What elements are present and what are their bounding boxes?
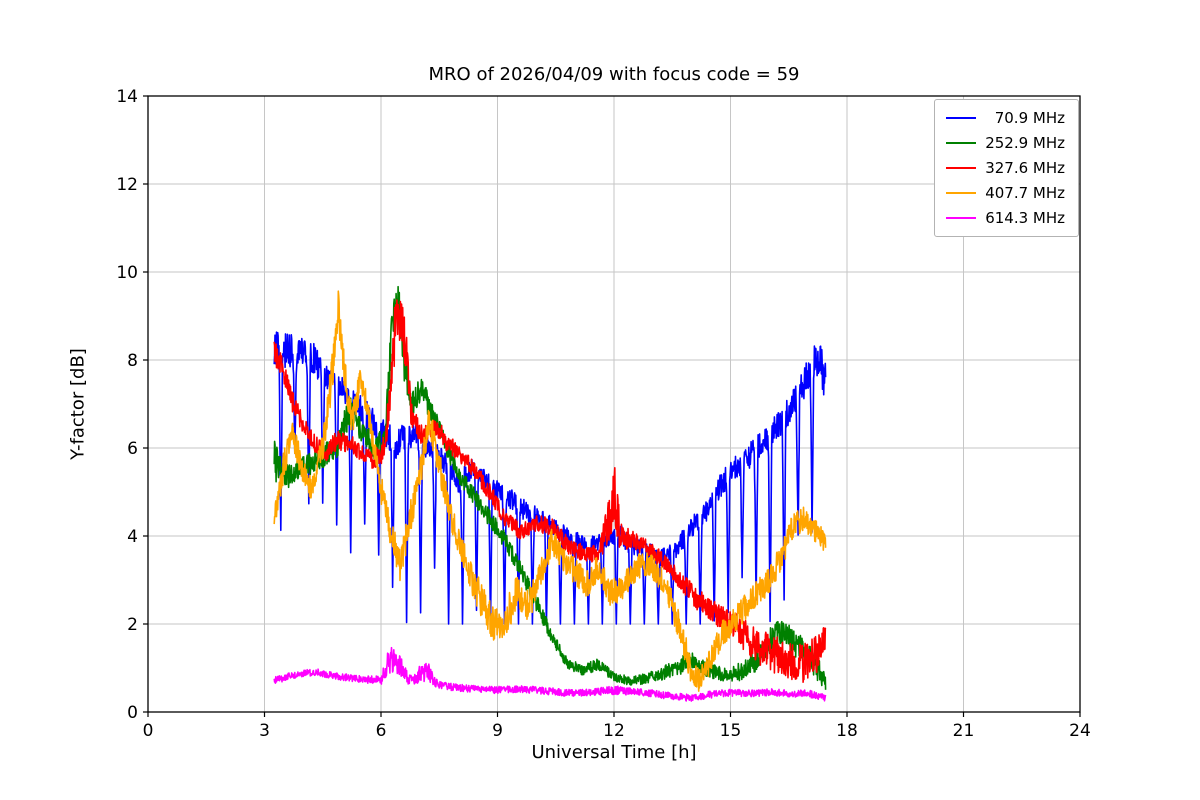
legend-item: 70.9 MHz bbox=[946, 109, 1065, 127]
legend-item: 407.7 MHz bbox=[946, 184, 1065, 202]
legend-line-swatch bbox=[946, 117, 977, 119]
y-axis-label: Y-factor [dB] bbox=[67, 348, 89, 460]
x-axis-label: Universal Time [h] bbox=[531, 742, 697, 763]
y-tick-label: 4 bbox=[127, 527, 138, 547]
y-tick-label: 6 bbox=[127, 439, 138, 459]
series-line-252.9-MHz bbox=[273, 285, 827, 690]
legend-label: 614.3 MHz bbox=[985, 209, 1065, 227]
legend-label: 327.6 MHz bbox=[985, 159, 1065, 177]
legend-label: 70.9 MHz bbox=[985, 109, 1065, 127]
plot-title: MRO of 2026/04/09 with focus code = 59 bbox=[428, 64, 800, 85]
y-tick-label: 0 bbox=[127, 703, 138, 723]
x-tick-label: 18 bbox=[836, 721, 858, 741]
x-tick-label: 24 bbox=[1069, 721, 1091, 741]
y-tick-label: 12 bbox=[116, 175, 138, 195]
x-tick-label: 21 bbox=[953, 721, 975, 741]
y-tick-label: 2 bbox=[127, 615, 138, 635]
y-tick-label: 10 bbox=[116, 263, 138, 283]
series-line-407.7-MHz bbox=[273, 290, 827, 692]
x-tick-label: 6 bbox=[376, 721, 387, 741]
legend-line-swatch bbox=[946, 167, 977, 169]
legend-item: 327.6 MHz bbox=[946, 159, 1065, 177]
legend-line-swatch bbox=[946, 217, 977, 219]
x-tick-label: 9 bbox=[492, 721, 503, 741]
legend-item: 614.3 MHz bbox=[946, 209, 1065, 227]
y-tick-label: 14 bbox=[116, 87, 138, 107]
legend-label: 407.7 MHz bbox=[985, 184, 1065, 202]
y-tick-label: 8 bbox=[127, 351, 138, 371]
x-tick-label: 3 bbox=[259, 721, 270, 741]
legend-line-swatch bbox=[946, 192, 977, 194]
series-line-614.3-MHz bbox=[273, 646, 827, 702]
series-line-70.9-MHz bbox=[273, 331, 827, 625]
legend-item: 252.9 MHz bbox=[946, 134, 1065, 152]
legend-line-swatch bbox=[946, 142, 977, 144]
legend: 70.9 MHz 252.9 MHz 327.6 MHz 407.7 MHz 614.3… bbox=[934, 99, 1079, 237]
legend-label: 252.9 MHz bbox=[985, 134, 1065, 152]
x-tick-label: 12 bbox=[603, 721, 625, 741]
x-tick-label: 15 bbox=[720, 721, 742, 741]
x-tick-label: 0 bbox=[143, 721, 154, 741]
